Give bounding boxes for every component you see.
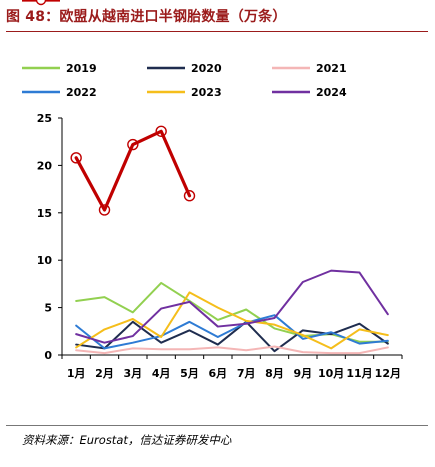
series-layer (70, 125, 389, 355)
data-point-2025 (155, 125, 167, 137)
series-2025 (70, 125, 196, 216)
y-tick-label: 20 (37, 159, 53, 172)
legend-item-2021: 2021 (272, 62, 347, 75)
series-line-2022 (75, 314, 389, 350)
y-tick-label: 15 (37, 207, 52, 220)
x-tick-label: 10月 (318, 367, 344, 380)
legend-item-2023: 2023 (147, 86, 222, 99)
data-point-2025 (98, 204, 111, 216)
x-tick-label: 7月 (237, 367, 256, 380)
series-line-2023 (75, 291, 389, 350)
series-2023 (75, 291, 389, 350)
source-divider (6, 425, 428, 426)
series-2024 (75, 269, 389, 344)
legend-label: 2022 (66, 86, 97, 99)
legend-item-2022: 2022 (22, 86, 97, 99)
data-point-2025 (127, 138, 139, 151)
y-tick-label: 10 (37, 254, 53, 267)
line-chart: 2019202020212022202320242025 05101520251… (22, 0, 403, 380)
y-tick-label: 5 (44, 302, 52, 315)
x-tick-label: 5月 (180, 367, 199, 380)
legend-item-2024: 2024 (272, 86, 347, 99)
axes: 0 5 10 15 20 25 1月 2月 3月 4月 5月 6月 7月 8月 9月 10月 11月 12月 (37, 112, 403, 380)
series-2021 (75, 345, 389, 355)
title-divider (6, 31, 428, 32)
x-tick-label: 3月 (124, 367, 143, 380)
legend-label: 2024 (316, 86, 347, 99)
series-2022 (75, 314, 389, 350)
series-line-2025 (74, 129, 192, 212)
series-line-2021 (75, 345, 389, 355)
legend-label: 2019 (66, 62, 97, 75)
x-tick-label: 2月 (95, 367, 114, 380)
source-note: 资料来源：Eurostat，信达证券研发中心 (22, 433, 232, 447)
x-tick-label: 12月 (375, 367, 401, 380)
series-line-2024 (75, 269, 389, 344)
legend-label: 2023 (191, 86, 222, 99)
y-tick-label: 25 (37, 112, 52, 125)
y-tick-label: 0 (44, 349, 52, 362)
series-2020 (75, 320, 389, 353)
x-tick-label: 9月 (294, 367, 313, 380)
legend-item-2020: 2020 (147, 62, 222, 75)
x-tick-label: 6月 (209, 367, 228, 380)
series-line-2020 (75, 320, 389, 353)
x-tick-label: 11月 (346, 367, 372, 380)
data-point-2025 (183, 190, 196, 202)
legend-item-2019: 2019 (22, 62, 97, 75)
x-tick-label: 4月 (152, 367, 171, 380)
legend-label: 2020 (191, 62, 222, 75)
x-tick-label: 8月 (265, 367, 284, 380)
legend-label: 2021 (316, 62, 347, 75)
figure-title: 图 48：欧盟从越南进口半钢胎数量（万条） (6, 9, 287, 25)
data-point-2025 (70, 152, 82, 164)
x-tick-label: 1月 (67, 367, 86, 380)
legend-marker (35, 0, 47, 6)
